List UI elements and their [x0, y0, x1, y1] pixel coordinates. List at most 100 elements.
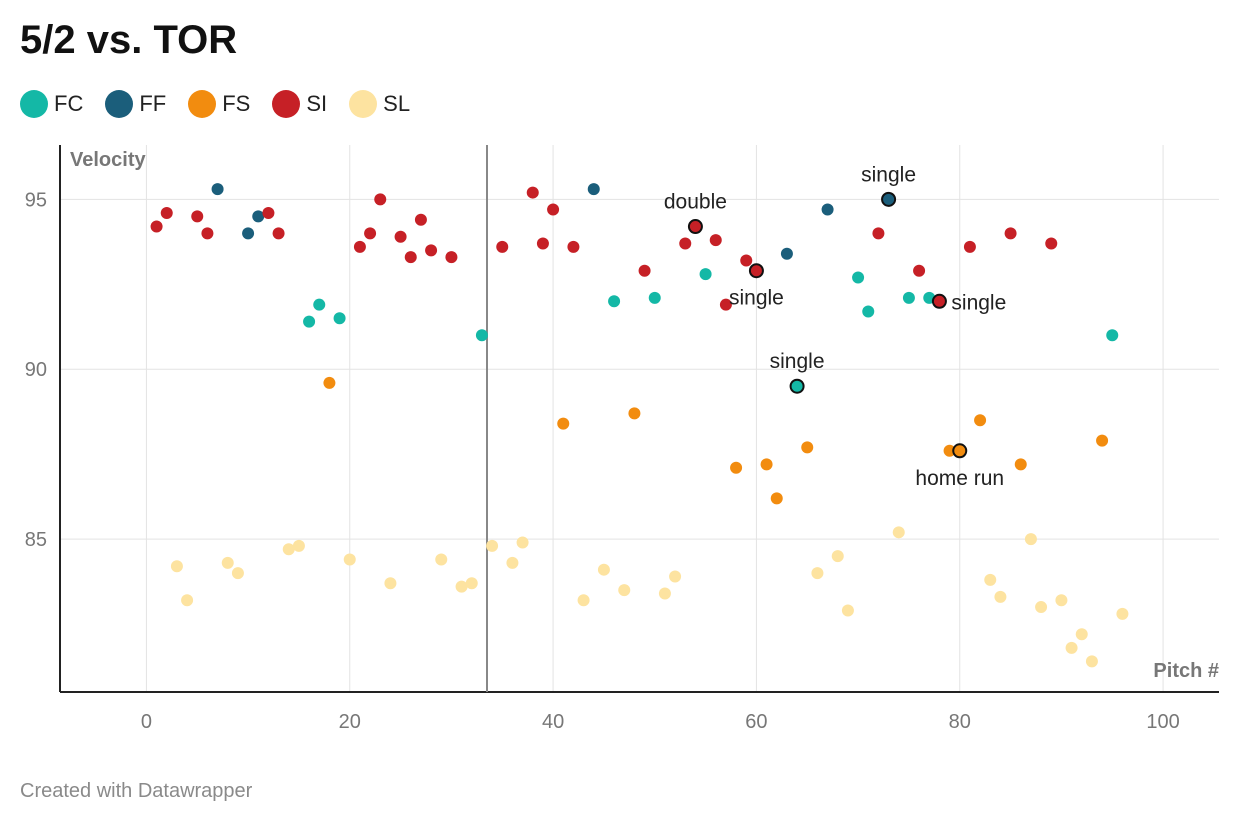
highlighted-point	[687, 219, 703, 235]
legend-item-sl[interactable]: SL	[349, 90, 410, 118]
point-ff	[211, 183, 224, 196]
point-sl	[181, 594, 194, 607]
annotations-layer: double single single single single home run	[664, 163, 1006, 489]
point-si	[1045, 237, 1058, 250]
x-axis-title: Pitch #	[1153, 660, 1219, 682]
point-si	[191, 210, 204, 223]
point-ff	[242, 227, 255, 240]
point-fs	[1096, 434, 1109, 447]
point-sl	[506, 556, 519, 569]
legend: FC FF FS SI SL	[20, 90, 432, 118]
point-si	[872, 227, 885, 240]
highlighted-point	[931, 293, 947, 309]
legend-label-fc: FC	[54, 91, 84, 116]
chart-title: 5/2 vs. TOR	[20, 18, 238, 62]
point-sl	[1085, 655, 1098, 668]
legend-item-fs[interactable]: FS	[188, 90, 250, 118]
point-sl	[282, 543, 295, 556]
point-si	[740, 254, 753, 267]
point-sl	[669, 570, 682, 583]
point-si	[963, 240, 976, 253]
point-fs	[801, 441, 814, 454]
legend-item-ff[interactable]: FF	[105, 90, 166, 118]
point-si	[414, 213, 427, 226]
point-si	[709, 234, 722, 247]
point-si	[425, 244, 438, 257]
annotation-label: single	[729, 287, 784, 310]
point-fc	[852, 271, 865, 284]
point-sl	[231, 567, 244, 580]
point-fs	[974, 414, 987, 427]
y-axis-title: Velocity	[70, 149, 146, 171]
annotation-label: single	[861, 163, 916, 186]
x-tick-label: 20	[339, 711, 361, 733]
grid-layer	[60, 145, 1219, 692]
highlighted-point	[952, 443, 968, 459]
point-sl	[486, 539, 499, 552]
point-fs	[770, 492, 783, 505]
point-sl	[221, 556, 234, 569]
point-sl	[984, 573, 997, 586]
point-si	[526, 186, 539, 199]
annotation-label: single	[951, 291, 1006, 314]
point-ff	[821, 203, 834, 216]
point-si	[394, 230, 407, 243]
x-tick-label: 40	[542, 711, 564, 733]
point-sl	[841, 604, 854, 617]
legend-swatch-si	[272, 90, 301, 118]
point-sl	[292, 539, 305, 552]
point-si	[567, 240, 580, 253]
point-si	[262, 206, 275, 219]
point-sl	[1055, 594, 1068, 607]
point-si	[547, 203, 560, 216]
legend-item-si[interactable]: SI	[272, 90, 327, 118]
annotation-label: single	[770, 350, 825, 373]
x-tick-label: 100	[1146, 711, 1179, 733]
point-sl	[1116, 607, 1129, 620]
point-sl	[1035, 601, 1048, 614]
point-si	[374, 193, 387, 206]
legend-swatch-sl	[349, 90, 378, 118]
point-fc	[608, 295, 621, 308]
point-sl	[516, 536, 529, 549]
point-sl	[435, 553, 448, 566]
point-fc	[333, 312, 346, 325]
point-fs	[730, 461, 743, 474]
point-fc	[699, 268, 712, 281]
highlighted-point	[789, 378, 805, 394]
x-tick-label: 80	[949, 711, 971, 733]
point-fs	[943, 444, 956, 457]
legend-label-sl: SL	[383, 91, 411, 116]
point-si	[536, 237, 549, 250]
point-fc	[648, 291, 661, 304]
point-sl	[597, 563, 610, 576]
point-fs	[628, 407, 641, 420]
point-fc	[313, 298, 326, 311]
point-sl	[1075, 628, 1088, 641]
point-fc	[1106, 329, 1119, 342]
point-sl	[1024, 533, 1037, 546]
point-si	[353, 240, 366, 253]
point-si	[1004, 227, 1017, 240]
point-si	[404, 251, 417, 264]
point-fs	[760, 458, 773, 471]
legend-item-fc[interactable]: FC	[20, 90, 83, 118]
point-fc	[303, 315, 316, 328]
y-tick-label: 90	[25, 359, 47, 381]
point-si	[364, 227, 377, 240]
x-tick-label: 60	[745, 711, 767, 733]
point-fs	[323, 376, 336, 389]
points-layer	[150, 183, 1129, 668]
y-tick-label: 85	[25, 529, 47, 551]
point-sl	[994, 590, 1007, 603]
legend-label-fs: FS	[222, 91, 251, 116]
point-sl	[892, 526, 905, 539]
annotation-label: home run	[915, 467, 1004, 490]
axis-layer: 0 20 40 60 80 100 85 90 95	[25, 145, 1219, 733]
point-si	[638, 264, 651, 277]
point-si	[272, 227, 285, 240]
point-si	[719, 298, 732, 311]
point-sl	[465, 577, 478, 590]
annotation-label: double	[664, 191, 727, 214]
